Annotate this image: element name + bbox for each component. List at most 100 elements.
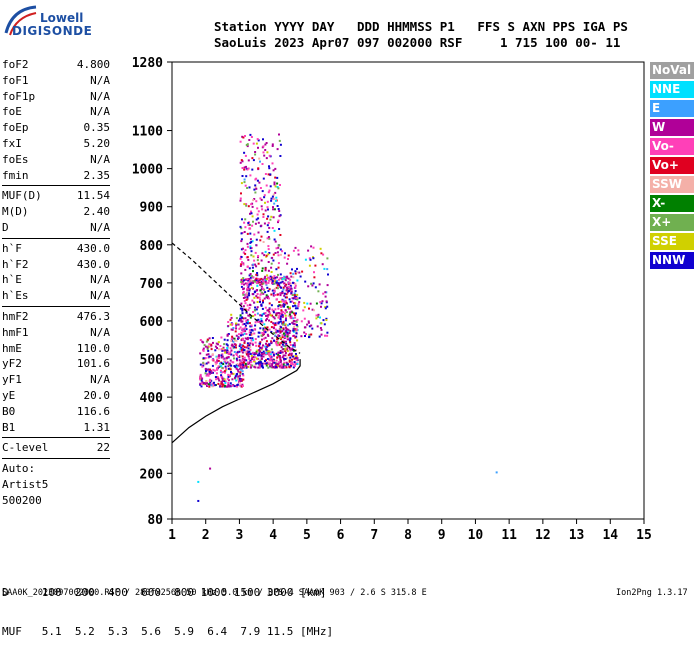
echo-point <box>234 375 237 378</box>
legend-item: E <box>650 100 694 117</box>
echo-point <box>283 275 286 278</box>
echo-point <box>235 352 238 355</box>
echo-point <box>201 365 204 368</box>
echo-point <box>272 352 275 355</box>
echo-point <box>270 199 273 202</box>
echo-point <box>289 341 292 344</box>
echo-point <box>266 151 269 154</box>
echo-point <box>237 375 240 378</box>
echo-point <box>219 362 221 365</box>
echo-point <box>245 165 247 168</box>
echo-point <box>240 227 243 230</box>
echo-point <box>268 252 271 254</box>
echo-point <box>256 296 259 299</box>
echo-point <box>259 341 262 344</box>
echo-point <box>279 277 282 280</box>
echo-point <box>293 344 296 347</box>
echo-point <box>272 216 275 219</box>
echo-point <box>264 267 267 270</box>
echo-point <box>314 286 317 289</box>
y-tick-label: 80 <box>147 513 163 528</box>
echo-point <box>265 342 267 345</box>
echo-point <box>281 351 284 354</box>
echo-point <box>197 480 200 483</box>
echo-point <box>221 381 224 384</box>
legend-item: SSW <box>650 176 694 193</box>
echo-point <box>244 154 247 157</box>
param-label: fmin <box>2 168 29 182</box>
echo-point <box>216 347 218 349</box>
echo-point <box>289 300 292 303</box>
y-tick-label: 400 <box>140 391 164 406</box>
echo-point <box>260 303 263 306</box>
echo-point <box>204 363 207 366</box>
echo-point <box>260 235 263 238</box>
echo-point <box>250 328 253 331</box>
echo-point <box>239 366 242 369</box>
echo-point <box>272 208 275 211</box>
echo-point <box>244 362 247 365</box>
echo-point <box>246 296 249 299</box>
echo-point <box>304 280 307 283</box>
echo-point <box>266 297 269 300</box>
echo-point <box>243 203 246 206</box>
echo-point <box>272 292 275 295</box>
echo-point <box>256 284 259 287</box>
echo-point <box>255 362 258 365</box>
echo-point <box>263 331 266 334</box>
echo-point <box>204 357 207 360</box>
echo-point <box>281 315 284 318</box>
echo-point <box>278 316 280 319</box>
echo-point <box>286 363 289 366</box>
echo-point <box>216 368 219 371</box>
echo-point <box>303 326 306 329</box>
echo-point <box>284 309 287 312</box>
echo-point <box>239 362 242 365</box>
echo-point <box>285 317 287 320</box>
echo-point <box>269 355 272 358</box>
echo-point <box>281 334 284 337</box>
param-label: h`F2 <box>2 257 29 271</box>
plot-frame <box>171 61 645 520</box>
echo-point <box>276 329 279 332</box>
echo-point <box>204 372 207 375</box>
echo-point <box>273 238 276 241</box>
echo-point <box>255 357 258 360</box>
echo-point <box>284 252 286 255</box>
echo-point <box>225 362 228 365</box>
param-label: D <box>2 220 9 234</box>
echo-point <box>243 356 246 359</box>
echo-point <box>308 325 311 328</box>
echo-point <box>262 216 265 218</box>
echo-point <box>260 259 263 262</box>
echo-point <box>210 371 213 374</box>
echo-point <box>217 359 220 362</box>
echo-point <box>254 313 257 316</box>
echo-point <box>278 139 281 142</box>
echo-point <box>205 353 208 356</box>
echo-point <box>267 191 270 194</box>
echo-point <box>240 282 243 285</box>
echo-point <box>274 167 277 170</box>
param-separator <box>2 305 110 307</box>
echo-point <box>251 337 254 340</box>
echo-point <box>319 316 321 319</box>
y-tick-label: 300 <box>140 429 164 444</box>
echo-point <box>276 251 279 254</box>
echo-point <box>261 313 264 316</box>
echo-point <box>286 356 289 359</box>
echo-point <box>273 287 276 290</box>
echo-point <box>249 247 252 250</box>
echo-point <box>211 353 214 356</box>
echo-point <box>229 323 232 326</box>
echo-point <box>239 307 242 310</box>
x-tick-label: 13 <box>569 528 585 543</box>
echo-point <box>262 145 265 148</box>
echo-point <box>296 293 299 296</box>
x-tick-label: 8 <box>404 528 412 543</box>
echo-point <box>283 256 286 259</box>
echo-point <box>255 295 258 298</box>
echo-point <box>277 334 280 337</box>
echo-point <box>252 339 255 342</box>
echo-point <box>305 333 307 335</box>
